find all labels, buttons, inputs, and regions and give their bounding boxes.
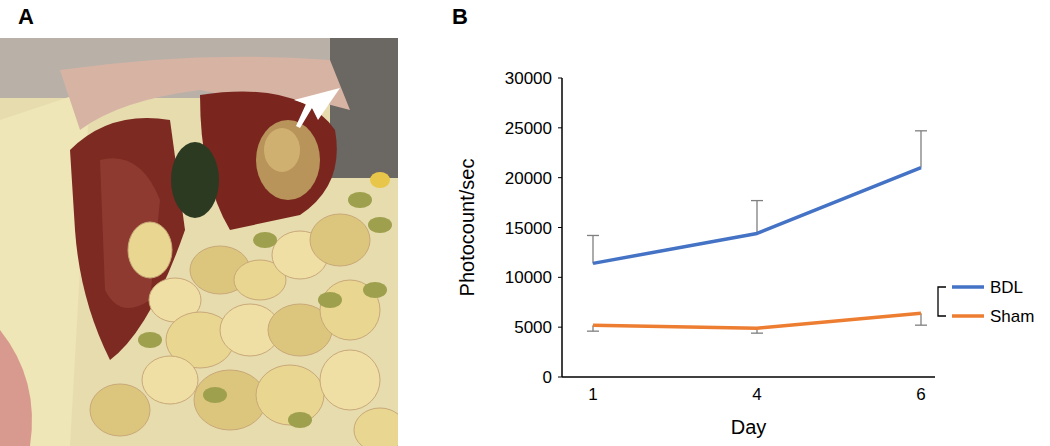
error-bar-cap (915, 325, 927, 326)
figure: A B 0 5000 10000 15000 20000 25000 30000 1 4 6 Day Ph… (0, 0, 1050, 446)
photo-pellet (318, 292, 342, 308)
legend: BDL Sham (938, 278, 1034, 326)
x-tick-label: 4 (752, 385, 761, 404)
y-tick (558, 377, 562, 378)
photo-intestine (320, 350, 380, 410)
photo-arrow (294, 88, 340, 128)
plot-marks (587, 131, 927, 333)
y-tick (558, 78, 562, 79)
y-tick (558, 127, 562, 128)
page: {"panel_labels": ["A", "B"], "chart_data… (0, 0, 1050, 446)
panel-label: B (452, 4, 468, 29)
photo-pellet (368, 217, 392, 233)
y-tick-label: 5000 (514, 318, 552, 337)
photo-intestine (128, 222, 172, 278)
error-bar (915, 131, 927, 168)
x-tick-label: 1 (588, 385, 597, 404)
y-tick-label: 15000 (505, 219, 552, 238)
y-tick (558, 227, 562, 228)
photo-background (0, 38, 398, 446)
photo-intestine (142, 356, 198, 404)
error-bar-stem (592, 235, 593, 263)
x-axis-label: Day (731, 416, 767, 438)
legend-bracket (938, 287, 946, 316)
series-line (593, 168, 921, 264)
photo-pellet (288, 412, 312, 428)
photo-fur-dark (330, 38, 398, 178)
panel-label: A (18, 4, 34, 29)
series-line (593, 313, 921, 328)
photo-lesion-core (264, 128, 300, 172)
photo-spot (370, 172, 390, 188)
photo-liver-lobe (70, 118, 185, 360)
photo-skin-flap (0, 90, 90, 446)
photo-gallbladder (171, 142, 219, 218)
y-tick-label: 25000 (505, 119, 552, 138)
figure-svg: A B 0 5000 10000 15000 20000 25000 30000 1 4 6 Day Ph… (0, 0, 1050, 446)
error-bar-cap (587, 331, 599, 332)
photo-intestine (354, 408, 398, 446)
y-tick (558, 277, 562, 278)
y-axis-label: Photocount/sec (456, 159, 478, 297)
error-bar-cap (915, 130, 927, 131)
y-tick-label: 10000 (505, 268, 552, 287)
y-tick-label: 0 (543, 368, 552, 387)
error-bar-cap (587, 235, 599, 236)
photo-pellet (363, 282, 387, 298)
y-tick (558, 327, 562, 328)
photo-pellet (138, 332, 162, 348)
error-bar-stem (756, 201, 757, 234)
photo-pellet (203, 387, 227, 403)
photo-pellet (348, 192, 372, 208)
y-tick-label: 30000 (505, 69, 552, 88)
legend-swatch (952, 285, 984, 289)
legend-swatch (952, 314, 984, 318)
photo-intestine (90, 384, 150, 436)
photo-intestine (310, 214, 370, 266)
legend-label: BDL (990, 278, 1023, 297)
error-bar (587, 235, 599, 263)
x-axis (562, 376, 935, 378)
error-bar-stem (920, 131, 921, 168)
photo-panel (0, 38, 398, 446)
error-bar-cap (751, 332, 763, 333)
x-tick-label: 6 (916, 385, 925, 404)
error-bar (751, 201, 763, 234)
y-tick-label: 20000 (505, 169, 552, 188)
error-bar-cap (751, 200, 763, 201)
photo-intestine (194, 370, 266, 430)
photo-skin-edge (0, 330, 32, 446)
legend-label: Sham (990, 307, 1034, 326)
line-chart: 0 5000 10000 15000 20000 25000 30000 1 4 6 Day Phot… (456, 69, 1034, 438)
photo-lesion (256, 120, 320, 200)
photo-pellet (253, 232, 277, 248)
y-tick (558, 177, 562, 178)
